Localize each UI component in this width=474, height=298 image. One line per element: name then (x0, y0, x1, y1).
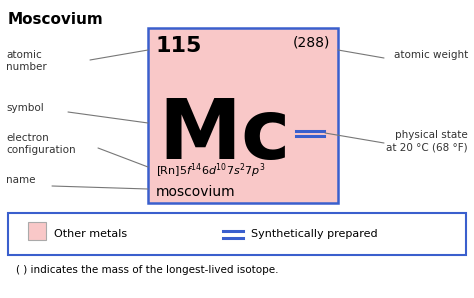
Text: ( ) indicates the mass of the longest-lived isotope.: ( ) indicates the mass of the longest-li… (16, 265, 279, 275)
Text: name: name (6, 175, 36, 185)
Text: moscovium: moscovium (156, 185, 236, 199)
Text: Moscovium: Moscovium (8, 12, 104, 27)
Text: atomic
number: atomic number (6, 50, 47, 72)
Text: symbol: symbol (6, 103, 44, 113)
Bar (28, 222, 46, 240)
Bar (148, 28, 338, 203)
Bar (8, 213, 466, 255)
Text: electron
configuration: electron configuration (6, 133, 76, 155)
Text: Synthetically prepared: Synthetically prepared (251, 229, 378, 239)
Text: 115: 115 (156, 36, 202, 56)
Text: $\rm[Rn]5\mathit{f}^{14}6\mathit{d}^{10}7\mathit{s}^{2}7\mathit{p}^{3}$: $\rm[Rn]5\mathit{f}^{14}6\mathit{d}^{10}… (156, 161, 266, 180)
Text: Other metals: Other metals (54, 229, 127, 239)
Text: (288): (288) (292, 36, 330, 50)
Text: Mc: Mc (158, 94, 291, 176)
Text: atomic weight: atomic weight (394, 50, 468, 60)
Text: physical state
at 20 °C (68 °F): physical state at 20 °C (68 °F) (386, 130, 468, 152)
